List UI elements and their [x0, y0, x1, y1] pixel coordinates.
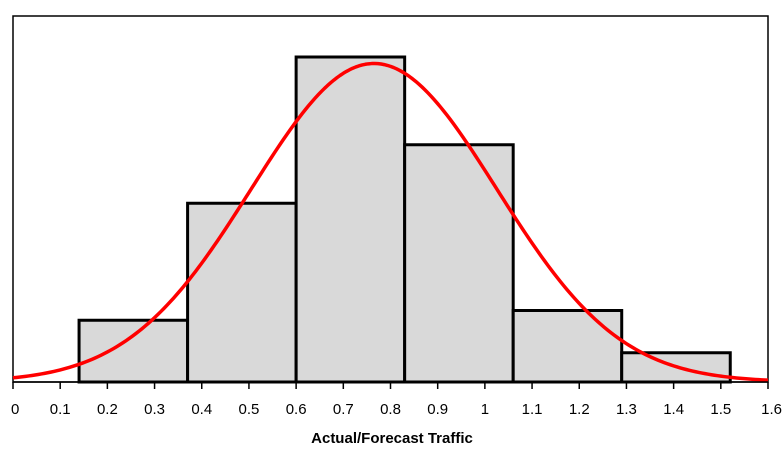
- histogram-bar-2: [186, 201, 298, 384]
- histogram-bar-4: [403, 143, 515, 384]
- x-tick-label: 0.3: [144, 401, 165, 418]
- histogram-bar-3: [294, 55, 407, 384]
- x-tick-label: 1.6: [761, 401, 782, 418]
- fitted-normal-curve: [12, 61, 769, 382]
- x-tick-label: 0.4: [191, 401, 212, 418]
- x-tick-label: 1.3: [616, 401, 637, 418]
- x-tick-label: 1.1: [522, 401, 543, 418]
- x-tick-label: 0.2: [97, 401, 118, 418]
- x-tick-label: 0.1: [50, 401, 71, 418]
- x-tick-label: 1.4: [663, 401, 684, 418]
- x-tick-label: 0.8: [380, 401, 401, 418]
- x-tick-label: 0.5: [239, 401, 260, 418]
- x-tick-label: 0.7: [333, 401, 354, 418]
- histogram-bar-1: [77, 318, 190, 384]
- histogram-bar-5: [511, 309, 624, 384]
- x-tick-label: 0: [11, 401, 19, 418]
- x-tick-label: 0.9: [427, 401, 448, 418]
- x-tick-label: 1: [481, 401, 489, 418]
- x-tick-label: 1.2: [569, 401, 590, 418]
- x-tick-label: 0.6: [286, 401, 307, 418]
- x-axis-title: Actual/Forecast Traffic: [311, 430, 473, 447]
- x-tick-label: 1.5: [710, 401, 731, 418]
- x-axis-ticks: 0 0.1 0.2 0.3 0.4 0.5 0.6 0.7 0.8 0.9 1 1.1 1.2 1.3 1.…: [11, 382, 782, 418]
